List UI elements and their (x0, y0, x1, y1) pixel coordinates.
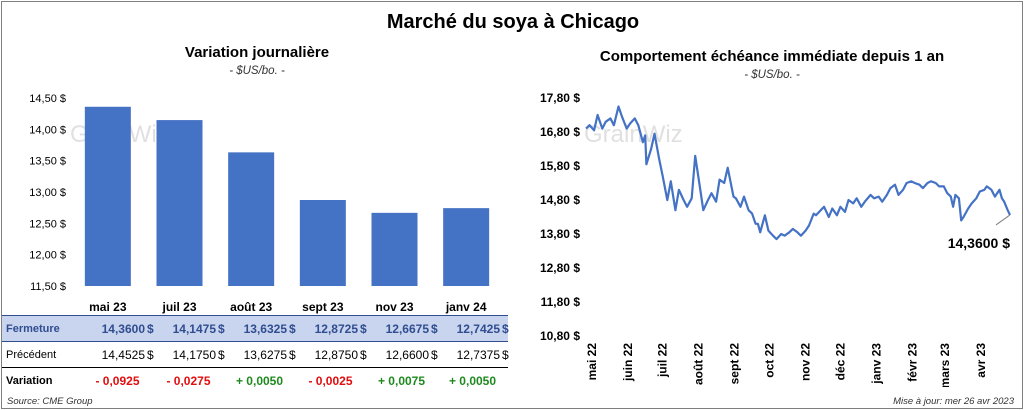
contracts-table: Fermeture 14,3600 $14,1475 $13,6325 $12,8725… (2, 315, 509, 394)
table-cell: 12,7425 (437, 315, 500, 342)
x-tick-label: juil 22 (656, 343, 670, 378)
y-tick-label: 11,50 $ (30, 281, 66, 293)
table-row: Précédent 14,4525 $14,1750 $13,6275 $12,8750… (2, 341, 509, 368)
last-value-label: 14,3600 $ (948, 235, 1010, 251)
variation-cell: + 0,0050 (448, 373, 497, 388)
x-tick-label: févr 23 (905, 343, 919, 382)
unit-cell: $ (500, 315, 509, 342)
x-tick-label: août 22 (692, 343, 706, 385)
left-panel-subtitle: - $US/bo. - (229, 65, 285, 77)
y-tick-label: 14,80 $ (540, 193, 580, 207)
unit-cell: $ (287, 341, 296, 368)
y-tick-label: 12,80 $ (540, 261, 580, 275)
table-cell: 12,8750 (295, 341, 358, 368)
y-tick-label: 14,50 $ (29, 93, 66, 105)
table-cell: 14,3600 (82, 315, 145, 342)
update-note: Mise à jour: mer 26 avr 2023 (893, 396, 1014, 407)
y-tick-label: 17,80 $ (540, 91, 580, 105)
source-note: Source: CME Group (7, 396, 93, 407)
x-tick-label: nov 23 (375, 300, 413, 314)
unit-cell: $ (500, 341, 509, 368)
row-label: Précédent (2, 341, 82, 368)
unit-cell: $ (216, 315, 225, 342)
y-tick-label: 11,80 $ (541, 295, 581, 309)
x-tick-label: janv 23 (869, 343, 883, 385)
main-title: Marché du soya à Chicago (386, 11, 640, 33)
x-tick-label: avr 23 (974, 343, 988, 378)
y-tick-label: 10,80 $ (540, 329, 580, 343)
table-cell: 12,8725 (295, 315, 358, 342)
y-tick-label: 15,80 $ (540, 159, 580, 173)
table-cell: 13,6325 (224, 315, 287, 342)
x-tick-label: mars 23 (938, 343, 952, 387)
unit-cell: $ (429, 315, 438, 342)
table-cell: 12,6600 (366, 341, 429, 368)
table-row: Fermeture 14,3600 $14,1475 $13,6325 $12,8725… (2, 315, 509, 342)
y-tick-label: 13,50 $ (29, 156, 66, 168)
y-tick-label: 14,00 $ (29, 124, 66, 136)
watermark: GrainWiz (584, 121, 683, 148)
unit-cell: $ (358, 341, 367, 368)
bar (371, 212, 418, 286)
bar-chart: GrainWiz11,50 $12,00 $12,50 $13,00 $13,5… (29, 93, 490, 314)
row-label: Variation (6, 374, 53, 387)
x-tick-label: août 23 (230, 300, 272, 314)
table-cell: 14,4525 (82, 341, 145, 368)
y-tick-label: 16,80 $ (540, 125, 580, 139)
variation-cell: - 0,0925 (95, 373, 140, 388)
x-tick-label: juil 23 (161, 300, 196, 314)
y-tick-label: 12,50 $ (29, 218, 66, 230)
table-cell: 14,1475 (153, 315, 216, 342)
row-label: Fermeture (2, 315, 82, 342)
x-tick-label: sept 23 (302, 300, 344, 314)
variation-cell: + 0,0075 (377, 373, 426, 388)
unit-cell: $ (216, 341, 225, 368)
y-tick-label: 13,00 $ (29, 187, 66, 199)
table-cell: 12,6675 (366, 315, 429, 342)
y-tick-label: 13,80 $ (540, 227, 580, 241)
y-tick-label: 12,00 $ (29, 250, 66, 262)
x-tick-label: janv 24 (445, 300, 487, 314)
table-cell: 14,1750 (153, 341, 216, 368)
unit-cell: $ (358, 315, 367, 342)
unit-cell: $ (429, 341, 438, 368)
line-chart: GrainWiz 10,80 $ 11,80 $ 12,80 $ 13,80 $ 14,8… (540, 91, 1011, 387)
x-tick-label: mai 23 (89, 300, 127, 314)
bar (299, 199, 346, 286)
bar (228, 152, 275, 286)
unit-cell: $ (145, 341, 154, 368)
bar (84, 106, 131, 286)
series-line (585, 105, 1011, 241)
x-tick-label: déc 22 (833, 343, 847, 381)
variation-cell: + 0,0050 (235, 373, 284, 388)
right-panel-title: Comportement échéance immédiate depuis 1… (599, 48, 945, 65)
left-panel-title: Variation journalière (184, 44, 330, 61)
x-tick-label: juin 22 (621, 343, 635, 382)
annotation-leader (995, 214, 1011, 226)
bar (443, 208, 490, 286)
x-tick-label: sept 22 (728, 343, 742, 385)
variation-cell: - 0,0025 (308, 373, 353, 388)
bar (156, 120, 203, 286)
unit-cell: $ (287, 315, 296, 342)
table-cell: 12,7375 (437, 341, 500, 368)
x-tick-label: nov 22 (799, 343, 813, 381)
x-tick-label: oct 22 (763, 343, 777, 378)
right-panel-subtitle: - $US/bo. - (744, 69, 800, 81)
unit-cell: $ (145, 315, 154, 342)
table-cell: 13,6275 (224, 341, 287, 368)
variation-cell: - 0,0275 (166, 373, 211, 388)
table-row: Variation - 0,0925 - 0,0275 + 0,0050 - 0,002… (2, 368, 508, 394)
x-tick-label: mai 22 (585, 343, 599, 381)
